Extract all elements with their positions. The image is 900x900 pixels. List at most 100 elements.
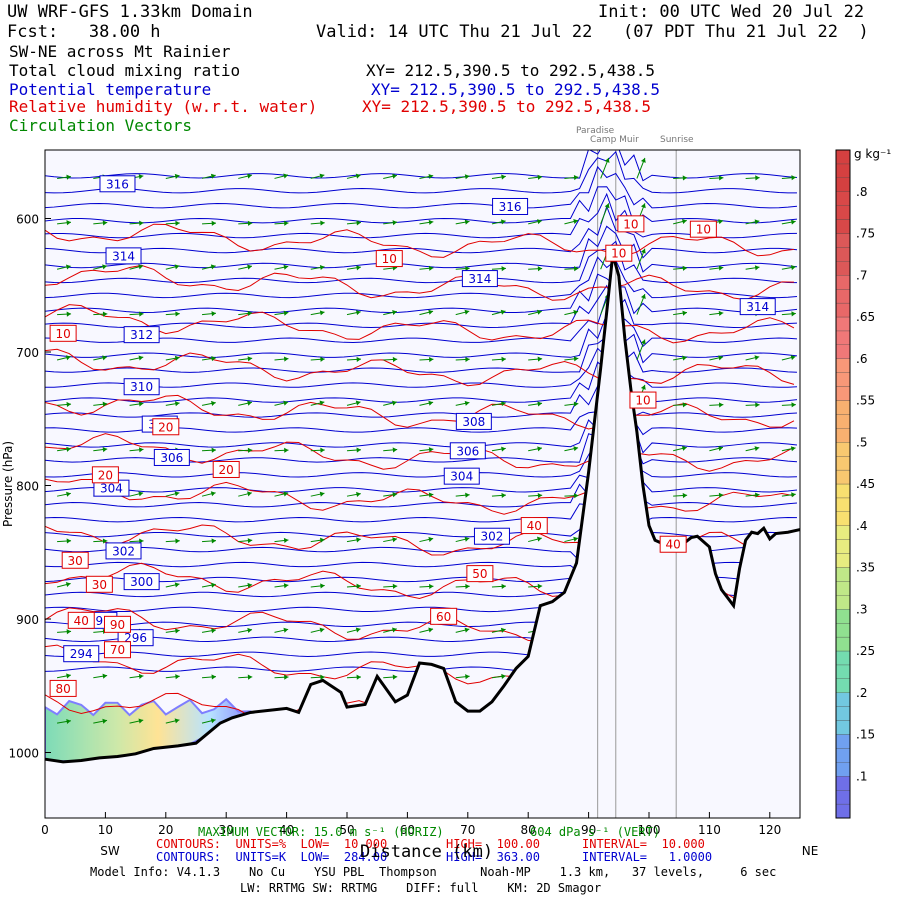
rh-label-box	[605, 244, 633, 262]
theta-label: 302	[481, 530, 504, 544]
colorbar-cell	[835, 803, 851, 819]
vector-arrowhead	[355, 400, 361, 406]
y-tick-label: 800	[16, 480, 39, 494]
theta-contour-line	[45, 204, 798, 259]
model-info: Model Info: V4.1.3 No Cu YSU PBL Thompso…	[90, 865, 777, 879]
colorbar-tick-label: .1	[856, 769, 867, 783]
vector-arrowhead	[102, 718, 108, 724]
x-tick-label: 30	[219, 823, 234, 837]
x-tick-label: 120	[758, 823, 781, 837]
vector-arrowhead	[573, 356, 579, 362]
vector-arrowhead	[465, 492, 470, 498]
var-rh: Relative humidity (w.r.t. water)	[9, 97, 318, 116]
x-tick-label: 70	[460, 823, 475, 837]
vector-arrowhead	[174, 582, 180, 588]
rh-label: 10	[623, 217, 638, 231]
vector-arrowhead	[428, 447, 434, 453]
vector-arrowhead	[138, 401, 144, 407]
vector-arrowhead	[464, 400, 470, 406]
vector-arrowhead	[211, 628, 216, 634]
colorbar-cell	[835, 497, 851, 512]
rh-label-box	[103, 641, 131, 659]
vector-arrowhead	[604, 157, 610, 163]
var-theta: Potential temperature	[9, 80, 212, 99]
physics-info: LW: RRTMG SW: RRTMG DIFF: full KM: 2D Sm…	[240, 881, 602, 895]
theta-contour-line	[45, 435, 797, 478]
vector-arrowhead	[573, 174, 579, 181]
vector-arrowhead	[428, 400, 434, 406]
vector-arrowhead	[211, 582, 216, 588]
colorbar-tick-label: .15	[856, 728, 875, 742]
vector-arrowhead	[537, 493, 543, 499]
vector-arrowhead	[283, 173, 289, 179]
vector-arrowhead	[573, 446, 579, 452]
vector-arrowhead	[501, 356, 506, 362]
colorbar-cell	[835, 372, 851, 387]
vector-arrowhead	[138, 264, 144, 270]
vector-arrowhead	[102, 538, 108, 544]
vector-arrowhead	[247, 582, 253, 588]
vector-arrowhead	[320, 220, 325, 226]
vector-arrowhead	[247, 674, 253, 680]
vector-arrowhead	[501, 673, 506, 679]
vector-arrowhead	[65, 582, 71, 588]
vector-arrowhead	[175, 311, 180, 317]
rh-label: 70	[110, 643, 125, 657]
theta-label: 294	[70, 647, 93, 661]
vector-arrowhead	[211, 400, 216, 406]
y-axis-label: Pressure (hPa)	[1, 441, 15, 527]
theta-label-box	[63, 645, 100, 663]
theta-label: 310	[130, 380, 153, 394]
vector-arrowhead	[465, 265, 470, 272]
theta-contour-line	[45, 273, 798, 315]
vector-arrowhead	[428, 492, 434, 498]
colorbar-cell	[835, 553, 851, 568]
theta-label-box	[449, 442, 486, 460]
theta-contour-high: HIGH= 363.00	[446, 850, 540, 864]
rh-label-box	[103, 615, 131, 633]
vector-arrowhead	[66, 538, 72, 544]
vector-arrowhead	[356, 447, 361, 453]
vector-arrowhead	[790, 446, 796, 452]
vector-arrowhead	[428, 173, 434, 180]
theta-contour-line	[45, 361, 798, 404]
colorbar-cell	[835, 358, 851, 373]
vector-arrowhead	[640, 157, 646, 163]
vector-arrowhead	[573, 309, 579, 315]
vector-arrowhead	[102, 355, 107, 361]
colorbar-tick-label: .7	[856, 268, 867, 282]
rh-contour-line	[45, 223, 795, 258]
theta-contour-line	[45, 489, 798, 544]
colorbar-tick-label: .8	[856, 185, 867, 199]
theta-label: 300	[130, 575, 153, 589]
vector-arrowhead	[681, 219, 687, 225]
var-vectors: Circulation Vectors	[9, 116, 193, 135]
theta-label-box	[455, 412, 492, 430]
vector-arrowhead	[247, 627, 253, 633]
rh-label: 20	[158, 420, 173, 434]
vector-arrowhead	[283, 356, 289, 362]
vector-arrowhead	[210, 264, 216, 270]
rh-contour-line	[45, 304, 795, 344]
colorbar-cell	[835, 539, 851, 554]
vector-arrowhead	[537, 401, 543, 407]
vector-arrowhead	[755, 402, 760, 408]
x-tick-label: 100	[638, 823, 661, 837]
plot-frame	[44, 149, 801, 819]
vector-arrowhead	[428, 309, 434, 315]
x-tick-label: 80	[521, 823, 536, 837]
terrain-profile	[44, 254, 801, 764]
rh-label-box	[152, 418, 180, 436]
rh-label: 80	[55, 682, 70, 696]
rh-label: 10	[382, 252, 397, 266]
vector-arrowhead	[138, 174, 144, 180]
vector-arrowhead	[319, 264, 325, 271]
vector-arrowhead	[640, 384, 646, 390]
vector-arrowhead	[284, 674, 289, 680]
rh-label-box	[67, 611, 95, 629]
theta-contour-line	[45, 312, 798, 364]
vector-arrowhead	[465, 674, 470, 680]
theta-label-box	[105, 247, 142, 265]
vector-arrowhead	[501, 583, 506, 589]
colorbar-cell	[835, 205, 851, 220]
